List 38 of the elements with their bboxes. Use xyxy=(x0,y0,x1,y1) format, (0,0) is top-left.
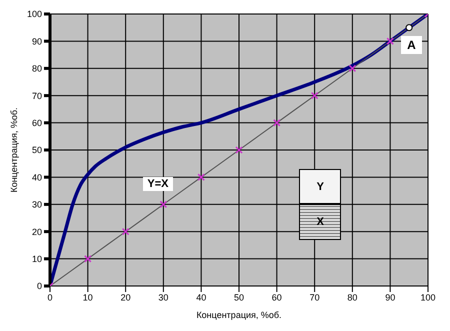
y-axis-title: Концентрация, %об. xyxy=(9,107,20,193)
point xyxy=(348,64,356,72)
x-tick-label: 90 xyxy=(385,292,396,302)
point xyxy=(386,37,394,45)
point xyxy=(235,146,243,154)
point xyxy=(160,200,168,208)
y-tick-label: 10 xyxy=(32,254,42,264)
annotation: Y xyxy=(300,170,340,204)
x-tick-label: 100 xyxy=(420,292,436,302)
point xyxy=(197,173,205,181)
x-tick-label: 30 xyxy=(158,292,168,302)
x-tick-label: 20 xyxy=(120,292,131,302)
y-tick-label: 20 xyxy=(32,226,42,237)
x-tick-label: 0 xyxy=(47,292,53,302)
y-tick-label: 70 xyxy=(32,90,42,101)
point xyxy=(84,255,92,263)
y-tick-label: 80 xyxy=(32,64,42,74)
x-tick-label: 70 xyxy=(310,292,320,302)
y-tick-label: 60 xyxy=(32,118,42,128)
x-tick-label: 10 xyxy=(82,292,93,302)
x-tick-label: 80 xyxy=(347,292,358,302)
annotation: A xyxy=(401,36,422,54)
annotation: X xyxy=(300,203,340,240)
x-tick-label: 60 xyxy=(272,292,282,302)
y-tick-label: 50 xyxy=(32,145,42,156)
point xyxy=(310,92,318,100)
x-tick-label: 50 xyxy=(234,292,244,302)
y-tick-label: 100 xyxy=(26,9,42,20)
y-tick-label: 30 xyxy=(32,200,42,210)
x-axis-title: Концентрация, %об. xyxy=(196,310,282,320)
point xyxy=(273,119,281,127)
y-tick-label: 90 xyxy=(32,36,42,46)
y-tick-label: 0 xyxy=(36,281,42,292)
vessel-icon: Y X xyxy=(299,169,342,240)
point xyxy=(122,228,130,236)
x-tick-label: 40 xyxy=(196,292,206,302)
y-tick-label: 40 xyxy=(32,172,42,182)
series-label: Y=X xyxy=(143,177,172,192)
